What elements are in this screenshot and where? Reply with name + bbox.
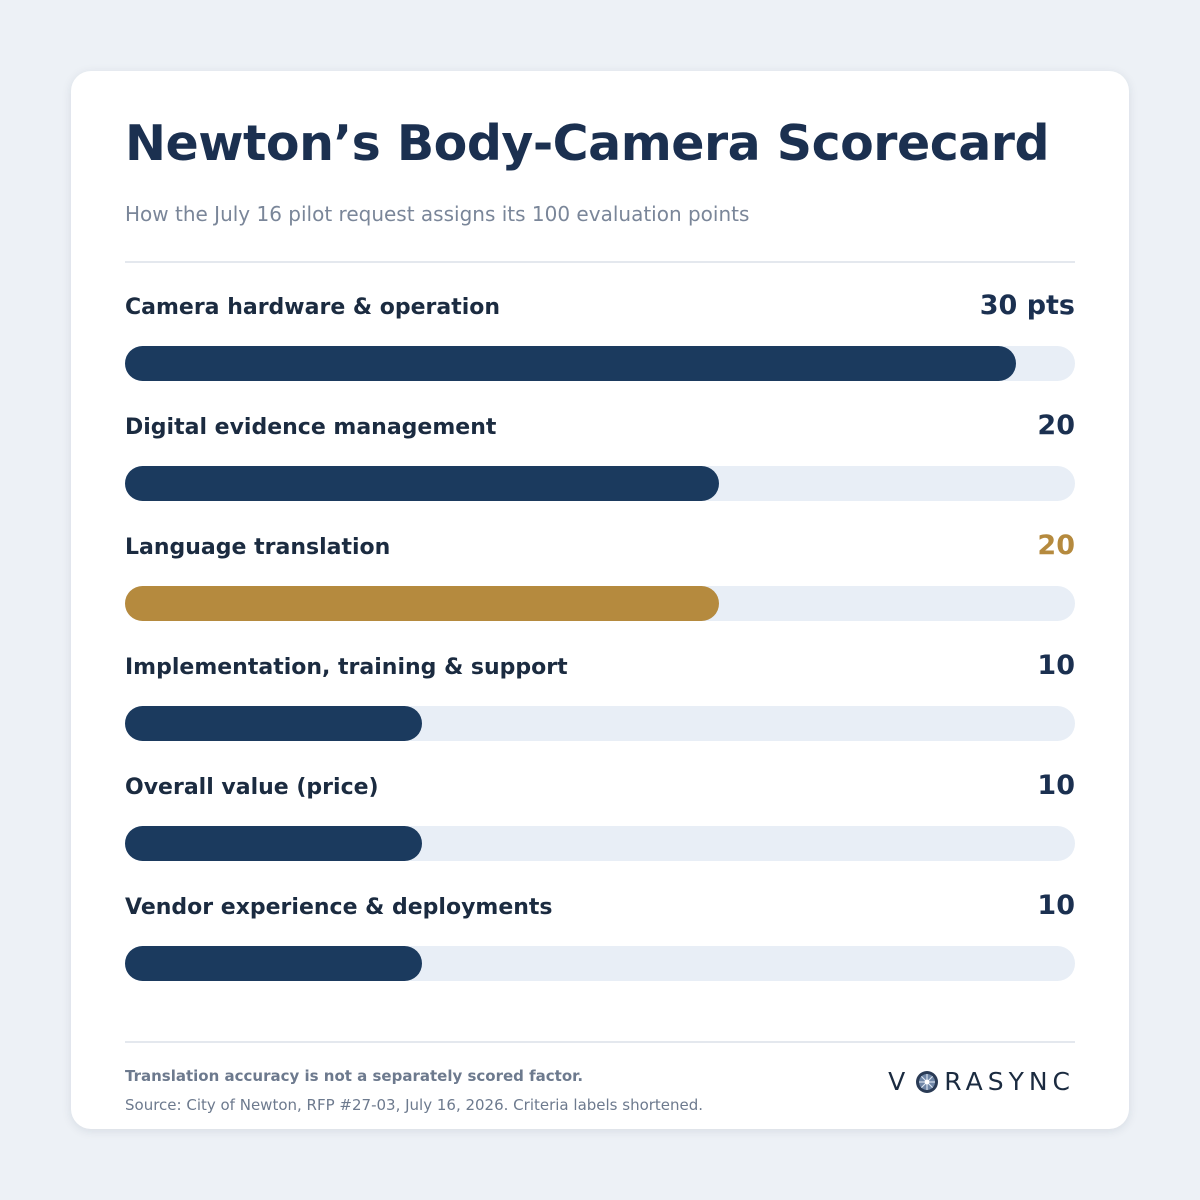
category-label: Camera hardware & operation xyxy=(125,295,501,320)
bar-row: Language translation 20 xyxy=(125,530,1075,655)
footnote: Translation accuracy is not a separately… xyxy=(125,1067,584,1085)
bar-fill xyxy=(125,946,422,981)
bar-row: Digital evidence management 20 xyxy=(125,410,1075,535)
bar-track xyxy=(125,586,1075,621)
bar-fill xyxy=(125,706,422,741)
bar-track xyxy=(125,706,1075,741)
value-label: 10 xyxy=(1037,770,1075,801)
bar-row: Vendor experience & deployments 10 xyxy=(125,890,1075,1015)
value-label: 10 xyxy=(1037,890,1075,921)
bar-fill xyxy=(125,346,1016,381)
value-label: 30 pts xyxy=(979,290,1075,321)
bar-row: Overall value (price) 10 xyxy=(125,770,1075,895)
bar-track xyxy=(125,826,1075,861)
bar-row: Camera hardware & operation 30 pts xyxy=(125,290,1075,415)
category-label: Overall value (price) xyxy=(125,775,379,800)
value-label: 10 xyxy=(1037,650,1075,681)
bar-row: Implementation, training & support 10 xyxy=(125,650,1075,775)
bar-track xyxy=(125,946,1075,981)
scorecard-card: Newton’s Body-Camera Scorecard How the J… xyxy=(71,71,1129,1129)
brand-suffix: RASYNC xyxy=(944,1067,1075,1096)
bar-fill xyxy=(125,466,719,501)
value-label: 20 xyxy=(1037,530,1075,561)
bar-fill xyxy=(125,586,719,621)
category-label: Implementation, training & support xyxy=(125,655,568,680)
category-label: Vendor experience & deployments xyxy=(125,895,553,920)
bar-chart: Camera hardware & operation 30 pts Digital… xyxy=(125,290,1075,1015)
header-divider xyxy=(125,261,1075,263)
value-label: 20 xyxy=(1037,410,1075,441)
brand-prefix: V xyxy=(888,1067,911,1096)
source-note: Source: City of Newton, RFP #27-03, July… xyxy=(125,1096,704,1114)
chart-subtitle: How the July 16 pilot request assigns it… xyxy=(125,202,750,226)
bar-fill xyxy=(125,826,422,861)
bar-track xyxy=(125,466,1075,501)
compass-lens-icon xyxy=(916,1070,939,1093)
brand-logo: V RASYNC xyxy=(888,1067,1075,1096)
bar-track xyxy=(125,346,1075,381)
category-label: Digital evidence management xyxy=(125,415,497,440)
chart-title: Newton’s Body-Camera Scorecard xyxy=(125,115,1050,172)
category-label: Language translation xyxy=(125,535,391,560)
footer-divider xyxy=(125,1041,1075,1043)
